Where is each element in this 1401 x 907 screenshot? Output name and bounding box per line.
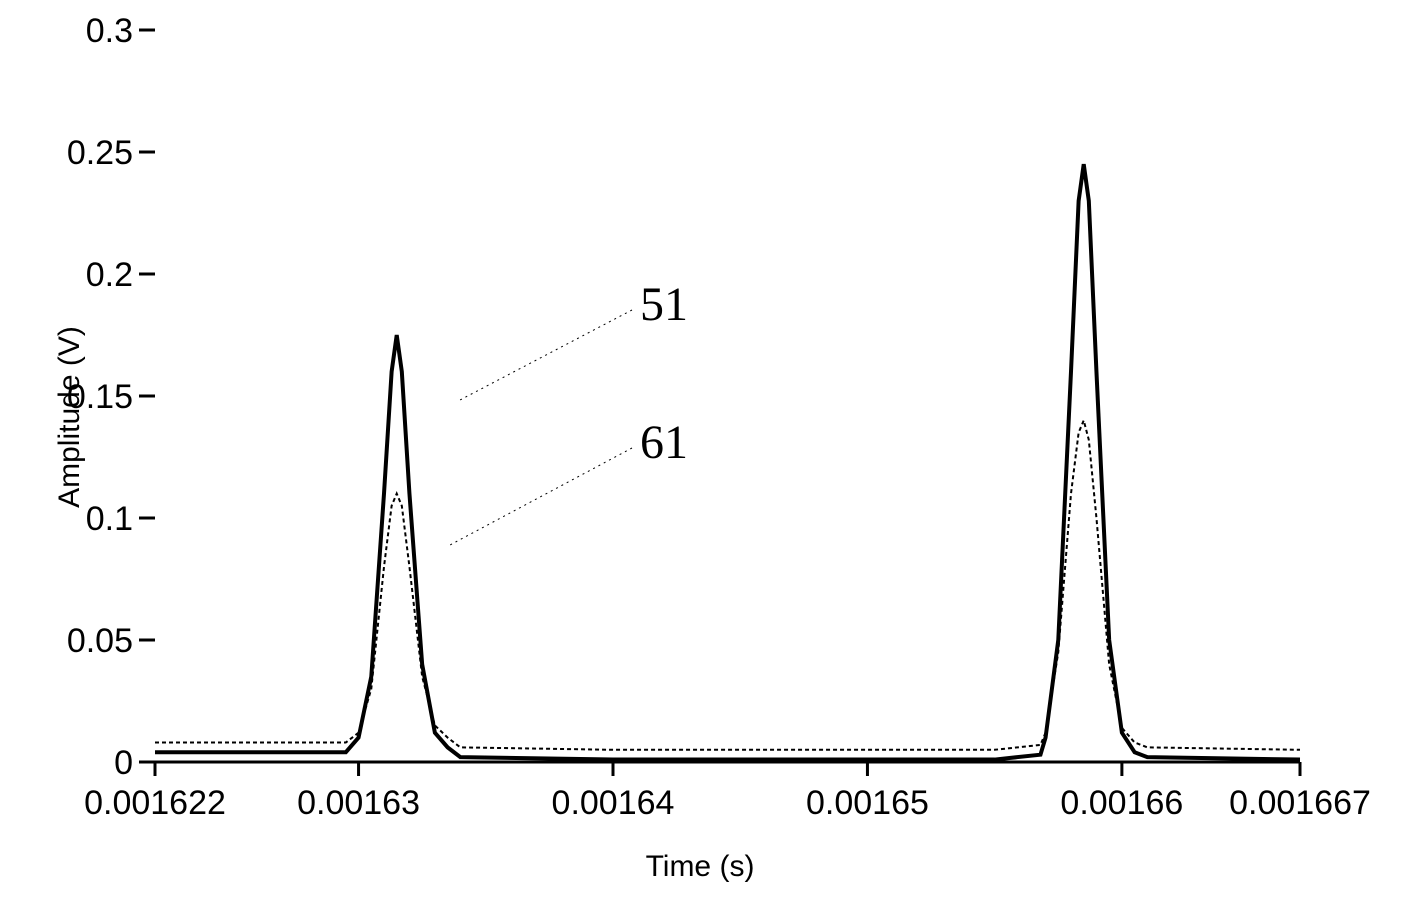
svg-text:0.25: 0.25 xyxy=(67,134,133,172)
annotation-51: 51 xyxy=(640,278,688,331)
trace-51 xyxy=(155,164,1300,759)
svg-text:0.001622: 0.001622 xyxy=(84,784,226,822)
svg-text:0.2: 0.2 xyxy=(86,256,133,294)
svg-text:0.00163: 0.00163 xyxy=(297,784,420,822)
svg-text:0.05: 0.05 xyxy=(67,622,133,660)
svg-text:0.001667: 0.001667 xyxy=(1229,784,1371,822)
chart-svg: 00.050.10.150.20.250.30.0016220.001630.0… xyxy=(0,0,1401,907)
svg-text:0.3: 0.3 xyxy=(86,12,133,50)
svg-text:0.00164: 0.00164 xyxy=(552,784,675,822)
amplitude-time-chart: 00.050.10.150.20.250.30.0016220.001630.0… xyxy=(0,0,1401,907)
svg-text:0.00165: 0.00165 xyxy=(806,784,929,822)
x-axis-label: Time (s) xyxy=(600,850,800,884)
trace-61 xyxy=(155,420,1300,749)
annotation-61: 61 xyxy=(640,416,688,469)
svg-text:0.1: 0.1 xyxy=(86,500,133,538)
y-axis-label: Amplitude (V) xyxy=(53,317,87,517)
svg-text:0.00166: 0.00166 xyxy=(1060,784,1183,822)
svg-text:0: 0 xyxy=(114,744,133,782)
